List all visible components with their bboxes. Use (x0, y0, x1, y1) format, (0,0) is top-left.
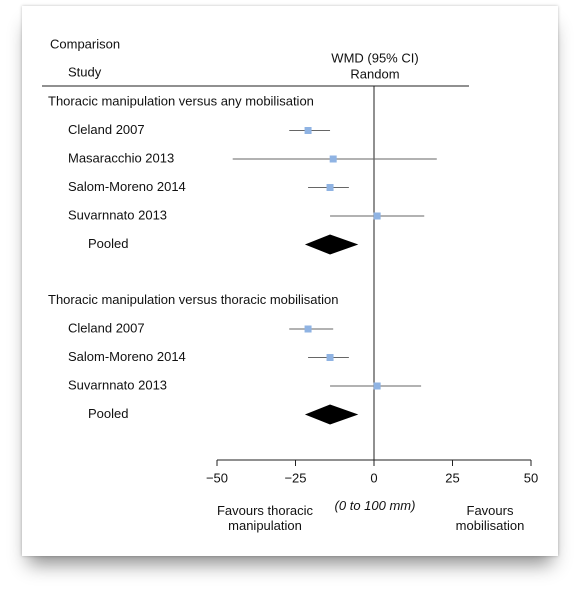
x-tick-label: −50 (206, 470, 228, 485)
estimate-marker (304, 127, 312, 134)
header-study: Study (68, 64, 102, 79)
x-tick-label: 0 (370, 470, 377, 485)
estimate-marker (373, 382, 381, 390)
pooled-diamond (304, 404, 359, 425)
header-comparison: Comparison (50, 36, 120, 51)
study-name: Cleland 2007 (68, 122, 145, 137)
group-title: Thoracic manipulation versus thoracic mo… (48, 292, 338, 307)
estimate-marker (373, 212, 381, 220)
estimate-marker (304, 325, 312, 333)
group-title: Thoracic manipulation versus any mobilis… (48, 93, 314, 108)
study-name: Suvarnnato 2013 (68, 207, 167, 222)
x-tick-label: 25 (445, 470, 459, 485)
header-measure: WMD (95% CI) (331, 50, 418, 65)
pooled-diamond (304, 234, 359, 255)
estimate-marker (326, 354, 334, 361)
x-tick-label: 50 (524, 470, 538, 485)
header-model: Random (350, 66, 399, 81)
estimate-marker (326, 184, 334, 191)
study-name: Cleland 2007 (68, 320, 145, 335)
study-name: Masaracchio 2013 (68, 150, 174, 165)
study-name: Suvarnnato 2013 (68, 377, 167, 392)
card (22, 6, 558, 556)
scale-note: (0 to 100 mm) (334, 498, 416, 513)
favours-right: Favours mobilisation (455, 503, 525, 533)
study-name: Salom-Moreno 2014 (68, 349, 186, 364)
x-tick-label: −25 (284, 470, 306, 485)
pooled-label: Pooled (88, 406, 128, 421)
pooled-label: Pooled (88, 236, 128, 251)
estimate-marker (329, 155, 337, 163)
study-name: Salom-Moreno 2014 (68, 179, 186, 194)
favours-left: Favours thoracic manipulation (216, 503, 314, 533)
